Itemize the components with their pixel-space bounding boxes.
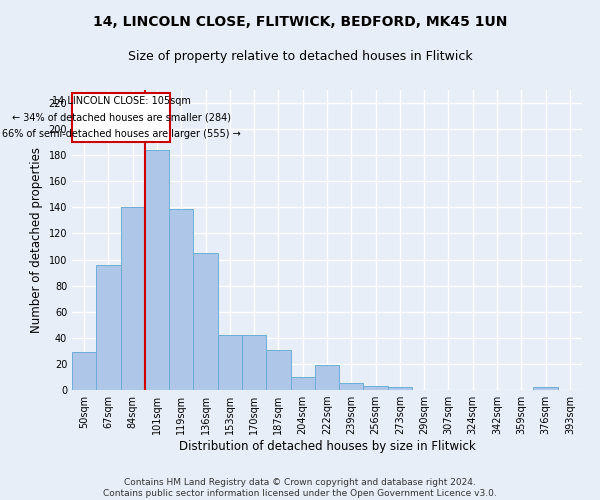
Text: Contains HM Land Registry data © Crown copyright and database right 2024.
Contai: Contains HM Land Registry data © Crown c… (103, 478, 497, 498)
Bar (242, 335, 266, 390)
Bar (72, 92, 170, 142)
Bar (169, 208, 193, 390)
Bar (364, 386, 388, 390)
Text: ← 34% of detached houses are smaller (284): ← 34% of detached houses are smaller (28… (11, 112, 230, 122)
Bar (121, 208, 145, 390)
Bar (339, 384, 364, 390)
Bar (290, 377, 315, 390)
Bar (96, 265, 121, 390)
Text: 14 LINCOLN CLOSE: 105sqm: 14 LINCOLN CLOSE: 105sqm (52, 96, 191, 106)
Text: 14, LINCOLN CLOSE, FLITWICK, BEDFORD, MK45 1UN: 14, LINCOLN CLOSE, FLITWICK, BEDFORD, MK… (93, 15, 507, 29)
Bar (193, 253, 218, 390)
Bar (533, 388, 558, 390)
Bar (388, 388, 412, 390)
Bar (315, 365, 339, 390)
Bar (72, 352, 96, 390)
Y-axis label: Number of detached properties: Number of detached properties (30, 147, 43, 333)
Bar (218, 335, 242, 390)
Text: 66% of semi-detached houses are larger (555) →: 66% of semi-detached houses are larger (… (2, 129, 241, 139)
Bar (266, 350, 290, 390)
X-axis label: Distribution of detached houses by size in Flitwick: Distribution of detached houses by size … (179, 440, 475, 453)
Bar (145, 150, 169, 390)
Text: Size of property relative to detached houses in Flitwick: Size of property relative to detached ho… (128, 50, 472, 63)
